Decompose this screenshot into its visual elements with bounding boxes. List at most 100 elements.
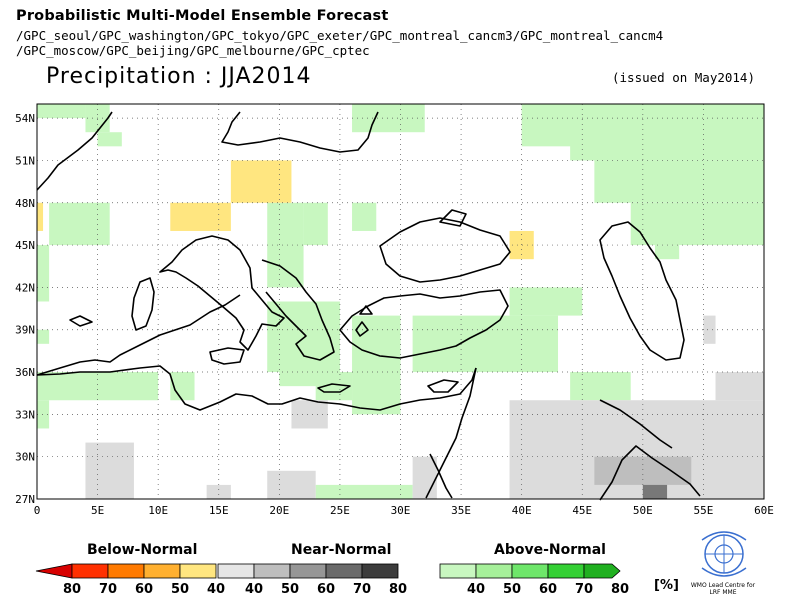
lat-tick-label: 54N bbox=[15, 112, 35, 125]
legend-above-swatch bbox=[475, 563, 513, 579]
legend-bars: 80 70 60 50 40 40 50 60 70 80 40 50 60 70 80 bbox=[35, 563, 629, 597]
model-list-line2: /GPC_moscow/GPC_beijing/GPC_melbourne/GP… bbox=[16, 43, 370, 58]
forecast-cell bbox=[37, 245, 50, 302]
forecast-cell bbox=[703, 315, 716, 344]
forecast-cell bbox=[230, 160, 292, 203]
legend-below-label: 50 bbox=[171, 582, 189, 597]
forecast-cell bbox=[37, 329, 50, 344]
lon-tick-label: 35E bbox=[451, 504, 471, 517]
forecast-cell bbox=[570, 372, 631, 401]
legend-near-label: 60 bbox=[317, 582, 335, 597]
legend-below-label: 70 bbox=[99, 582, 117, 597]
map-frame bbox=[36, 103, 765, 500]
legend-below-swatch bbox=[35, 563, 73, 579]
forecast-cell bbox=[303, 202, 328, 246]
lat-tick-label: 27N bbox=[15, 493, 35, 506]
forecast-cell bbox=[85, 442, 134, 499]
legend-near-swatch bbox=[289, 563, 327, 579]
legend-near-swatch bbox=[325, 563, 363, 579]
forecast-cell bbox=[412, 315, 559, 373]
lat-tick-label: 45N bbox=[15, 239, 35, 252]
forecast-cell bbox=[267, 470, 316, 499]
model-list: /GPC_seoul/GPC_washington/GPC_tokyo/GPC_… bbox=[16, 28, 663, 58]
lon-tick-label: 10E bbox=[148, 504, 168, 517]
forecast-cell bbox=[37, 400, 50, 429]
lat-tick-label: 51N bbox=[15, 154, 35, 167]
lat-tick-label: 36N bbox=[15, 366, 35, 379]
lon-tick-label: 15E bbox=[209, 504, 229, 517]
forecast-cell bbox=[630, 202, 764, 246]
legend-below-swatch bbox=[107, 563, 145, 579]
lon-tick-label: 20E bbox=[269, 504, 289, 517]
forecast-cell bbox=[594, 160, 764, 203]
forecast-cell bbox=[715, 442, 764, 471]
lon-tick-label: 25E bbox=[330, 504, 350, 517]
lon-tick-label: 30E bbox=[391, 504, 411, 517]
legend-near-title: Near-Normal bbox=[291, 542, 392, 558]
lon-tick-label: 5E bbox=[91, 504, 104, 517]
forecast-cell bbox=[37, 202, 44, 231]
legend-near-label: 80 bbox=[389, 582, 407, 597]
forecast-cell bbox=[37, 104, 86, 119]
forecast-cell bbox=[509, 287, 583, 316]
lat-tick-label: 39N bbox=[15, 324, 35, 337]
legend-unit: [%] bbox=[654, 578, 679, 593]
legend-below-swatch bbox=[71, 563, 109, 579]
legend-above-swatch bbox=[439, 563, 477, 579]
legend-above-label: 70 bbox=[575, 582, 593, 597]
forecast-cells bbox=[37, 104, 764, 499]
legend-below-label: 80 bbox=[63, 582, 81, 597]
forecast-cell bbox=[267, 301, 340, 373]
lat-tick-label: 33N bbox=[15, 408, 35, 421]
forecast-cell bbox=[412, 456, 437, 499]
legend-near-swatch bbox=[361, 563, 399, 579]
lon-tick-label: 60E bbox=[754, 504, 774, 517]
legend-below-swatch bbox=[179, 563, 217, 579]
forecast-cell bbox=[654, 245, 680, 260]
variable-title: Precipitation : JJA2014 bbox=[46, 64, 312, 89]
lon-tick-label: 40E bbox=[512, 504, 532, 517]
legend-near-label: 50 bbox=[281, 582, 299, 597]
legend-near-swatch bbox=[217, 563, 255, 579]
legend-above-swatch bbox=[511, 563, 549, 579]
lon-tick-label: 45E bbox=[572, 504, 592, 517]
legend-above-label: 50 bbox=[503, 582, 521, 597]
legend-below-label: 40 bbox=[207, 582, 225, 597]
forecast-cell bbox=[570, 132, 764, 161]
wmo-logo bbox=[701, 531, 747, 577]
lon-tick-label: 55E bbox=[693, 504, 713, 517]
model-list-line1: /GPC_seoul/GPC_washington/GPC_tokyo/GPC_… bbox=[16, 28, 664, 43]
forecast-cell bbox=[37, 372, 159, 401]
legend-above-swatch bbox=[583, 563, 621, 579]
legend-above-swatch bbox=[547, 563, 585, 579]
forecast-cell bbox=[49, 202, 110, 246]
forecast-cell bbox=[97, 132, 122, 147]
forecast-cell bbox=[642, 484, 668, 499]
legend-above-title: Above-Normal bbox=[494, 542, 606, 558]
legend-below-swatch bbox=[143, 563, 181, 579]
legend-near-swatch bbox=[253, 563, 291, 579]
forecast-cell bbox=[594, 456, 692, 485]
legend-below-label: 60 bbox=[135, 582, 153, 597]
lat-tick-label: 30N bbox=[15, 451, 35, 464]
legend-below-title: Below-Normal bbox=[87, 542, 198, 558]
legend-above-label: 40 bbox=[467, 582, 485, 597]
forecast-cell bbox=[352, 202, 377, 231]
legend-near-label: 40 bbox=[245, 582, 263, 597]
forecast-cell bbox=[206, 484, 231, 499]
lon-tick-label: 50E bbox=[633, 504, 653, 517]
legend-above-label: 60 bbox=[539, 582, 557, 597]
forecast-cell bbox=[315, 484, 413, 499]
coastlines bbox=[36, 111, 701, 501]
issued-date: (issued on May2014) bbox=[612, 70, 755, 85]
forecast-cell bbox=[352, 315, 401, 415]
forecast-cell bbox=[715, 372, 764, 401]
lon-tick-label: 0 bbox=[34, 504, 41, 517]
forecast-cell bbox=[170, 202, 231, 231]
chart-title: Probabilistic Multi-Model Ensemble Forec… bbox=[16, 8, 389, 24]
lat-tick-label: 48N bbox=[15, 197, 35, 210]
wmo-logo-caption: WMO Lead Centre for LRF MME bbox=[690, 582, 756, 596]
lat-tick-label: 42N bbox=[15, 281, 35, 294]
legend-above-label: 80 bbox=[611, 582, 629, 597]
